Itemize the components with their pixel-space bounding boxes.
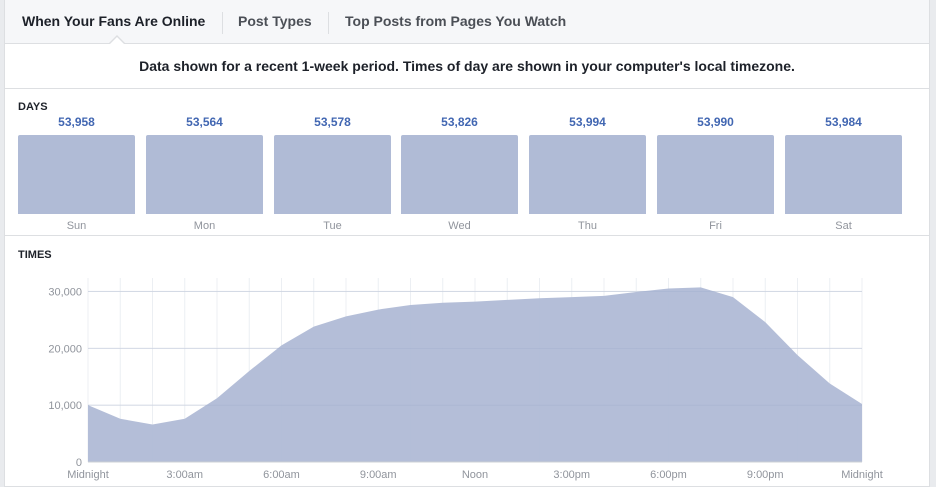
y-tick-label: 0: [76, 457, 82, 469]
x-tick-label: 3:00pm: [553, 469, 590, 481]
tab-separator: [222, 12, 223, 34]
day-label: Wed: [448, 220, 471, 232]
day-bar: [274, 135, 391, 214]
day-value: 53,994: [569, 115, 606, 129]
day-value: 53,826: [441, 115, 478, 129]
tab-when-fans-online[interactable]: When Your Fans Are Online: [22, 13, 206, 29]
insights-card: When Your Fans Are Online Post Types Top…: [4, 0, 930, 487]
x-tick-label: 3:00am: [166, 469, 203, 481]
day-value: 53,984: [825, 115, 862, 129]
timezone-notice: Data shown for a recent 1-week period. T…: [5, 44, 929, 89]
x-tick-label: Midnight: [841, 469, 883, 481]
x-tick-label: 9:00am: [360, 469, 397, 481]
tab-bar: When Your Fans Are Online Post Types Top…: [5, 0, 929, 44]
tab-post-types[interactable]: Post Types: [238, 13, 312, 29]
day-value: 53,958: [58, 115, 95, 129]
day-value: 53,990: [697, 115, 734, 129]
series-area-fans-online: [88, 287, 862, 462]
times-section-title: TIMES: [18, 249, 52, 261]
days-section-title: DAYS: [18, 101, 48, 113]
x-tick-label: Midnight: [67, 469, 109, 481]
x-tick-label: 6:00pm: [650, 469, 687, 481]
day-label: Thu: [578, 220, 597, 232]
day-bar: [18, 135, 135, 214]
x-tick-label: 6:00am: [263, 469, 300, 481]
day-label: Tue: [323, 220, 342, 232]
day-label: Sat: [835, 220, 852, 232]
day-bar: [785, 135, 902, 214]
day-bar: [401, 135, 518, 214]
y-tick-label: 30,000: [48, 286, 82, 298]
tab-separator: [328, 12, 329, 34]
day-value: 53,578: [314, 115, 351, 129]
day-bar: [529, 135, 646, 214]
x-tick-label: 9:00pm: [747, 469, 784, 481]
day-bar: [146, 135, 263, 214]
y-tick-label: 10,000: [48, 400, 82, 412]
day-label: Mon: [193, 220, 216, 232]
day-value: 53,564: [186, 115, 223, 129]
section-divider: [5, 235, 929, 236]
tab-top-posts[interactable]: Top Posts from Pages You Watch: [345, 13, 567, 29]
x-tick-label: Noon: [462, 469, 488, 481]
day-label: Sun: [66, 220, 87, 232]
day-label: Fri: [709, 220, 722, 232]
active-tab-pointer: [110, 37, 124, 44]
day-bar: [657, 135, 774, 214]
times-area-chart[interactable]: 0 10,000 20,000 30,000 Midnight 3:00am 6:00am 9…: [5, 270, 929, 485]
y-tick-label: 20,000: [48, 343, 82, 355]
